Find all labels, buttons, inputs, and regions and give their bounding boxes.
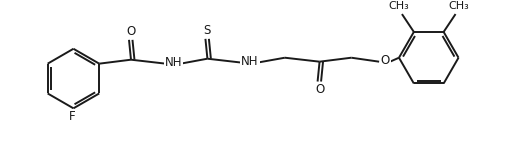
Text: O: O xyxy=(315,83,324,96)
Text: CH₃: CH₃ xyxy=(388,1,409,11)
Text: CH₃: CH₃ xyxy=(448,1,469,11)
Text: S: S xyxy=(204,24,211,37)
Text: F: F xyxy=(69,110,76,123)
Text: NH: NH xyxy=(165,56,182,69)
Text: NH: NH xyxy=(241,55,259,68)
Text: O: O xyxy=(126,25,136,38)
Text: O: O xyxy=(381,54,390,67)
